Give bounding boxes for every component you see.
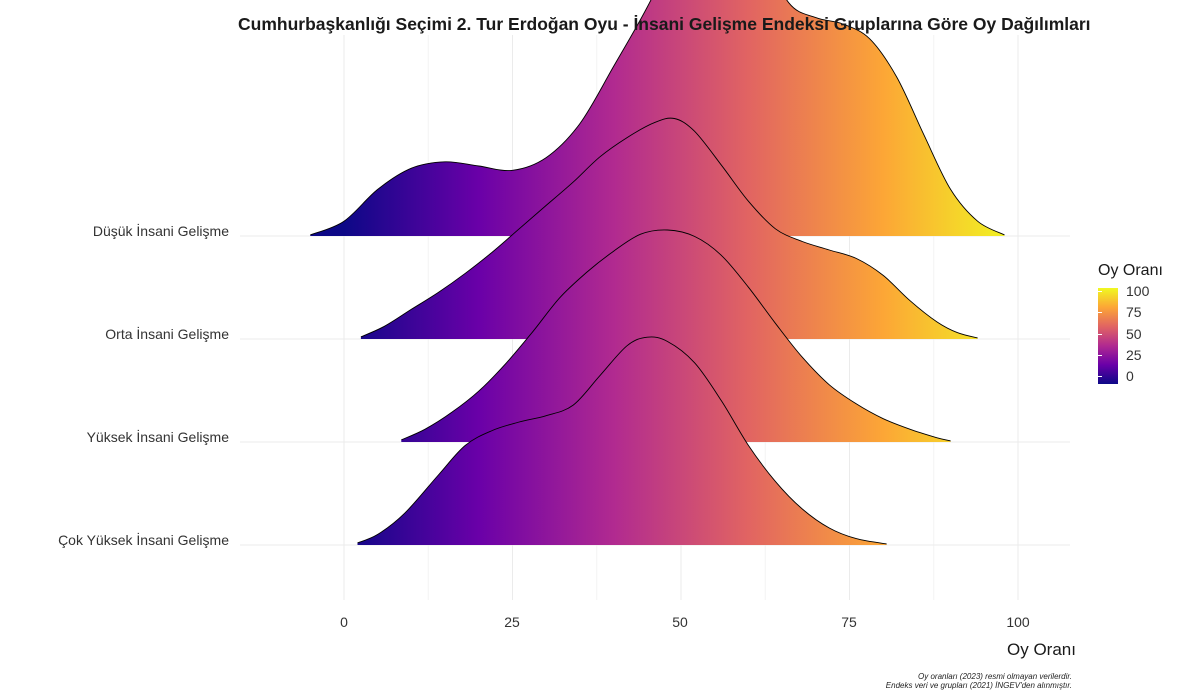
legend-label-75: 75: [1126, 304, 1142, 320]
ytick-label-yuksek: Yüksek İnsani Gelişme: [86, 429, 229, 445]
xtick-label-0: 0: [340, 614, 348, 630]
ridge-yuksek-area: [401, 229, 951, 442]
xtick-label-75: 75: [841, 614, 857, 630]
ridge-cok-yuksek-outline: [357, 336, 887, 545]
legend-tick-0: [1098, 376, 1102, 377]
legend-label-25: 25: [1126, 347, 1142, 363]
ridge-dusuk-outline: [310, 0, 1005, 236]
legend-label-50: 50: [1126, 326, 1142, 342]
ridge-orta-outline: [360, 117, 978, 339]
ridge-cok-yuksek-area: [357, 336, 887, 545]
ridge-orta-area: [360, 118, 978, 339]
caption-line-1: Oy oranları (2023) resmi olmayan veriler…: [918, 672, 1072, 681]
legend-tick-100: [1098, 291, 1102, 292]
xtick-label-100: 100: [1006, 614, 1030, 630]
legend-tick-25: [1098, 355, 1102, 356]
caption: Oy oranları (2023) resmi olmayan veriler…: [886, 672, 1072, 690]
ytick-label-cok-yuksek: Çok Yüksek İnsani Gelişme: [58, 532, 229, 548]
ytick-label-orta: Orta İnsani Gelişme: [105, 326, 229, 342]
ridge-dusuk-area: [310, 0, 1005, 236]
legend-tick-75: [1098, 312, 1102, 313]
legend-title: Oy Oranı: [1098, 262, 1163, 279]
legend-tick-50: [1098, 334, 1102, 335]
chart-title: Cumhurbaşkanlığı Seçimi 2. Tur Erdoğan O…: [238, 14, 1091, 34]
legend-label-100: 100: [1126, 283, 1150, 299]
caption-line-2: Endeks veri ve grupları (2021) İNGEV'den…: [885, 681, 1072, 690]
xtick-label-50: 50: [672, 614, 688, 630]
x-axis-title: Oy Oranı: [1007, 640, 1076, 659]
legend-colorbar: [1098, 288, 1118, 384]
ridge-yuksek-outline: [401, 229, 951, 442]
ytick-label-dusuk: Düşük İnsani Gelişme: [92, 223, 229, 239]
xtick-label-25: 25: [504, 614, 520, 630]
legend-label-0: 0: [1126, 368, 1134, 384]
